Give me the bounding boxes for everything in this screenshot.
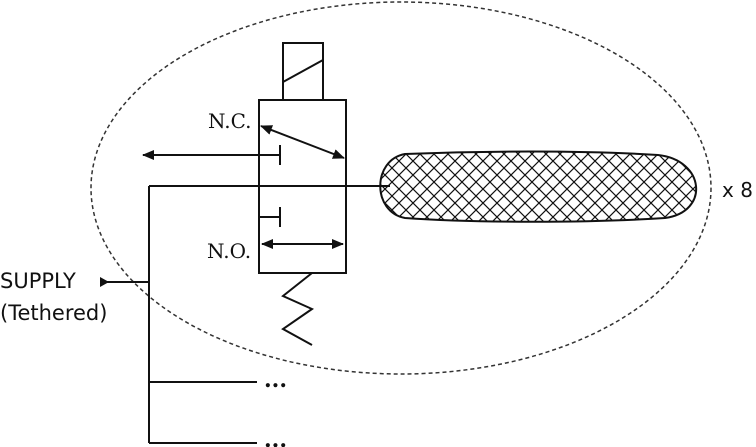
- module-boundary: [90, 1, 712, 375]
- supply-note-label: (Tethered): [0, 301, 107, 325]
- supply-arrow-icon: [100, 277, 109, 287]
- multiplier-label: x 8: [722, 178, 753, 202]
- nc-flow-arrow: [260, 125, 345, 159]
- nc-label: N.C.: [208, 109, 252, 133]
- hatched-actuator-icon: [379, 150, 698, 223]
- solenoid-coil-icon: [282, 42, 324, 101]
- no-label: N.O.: [207, 239, 251, 263]
- continuation-dots-2: ...: [264, 427, 287, 447]
- return-spring-icon: [281, 272, 315, 346]
- continuation-dots-1: ...: [264, 367, 287, 393]
- supply-label: SUPPLY: [0, 269, 76, 293]
